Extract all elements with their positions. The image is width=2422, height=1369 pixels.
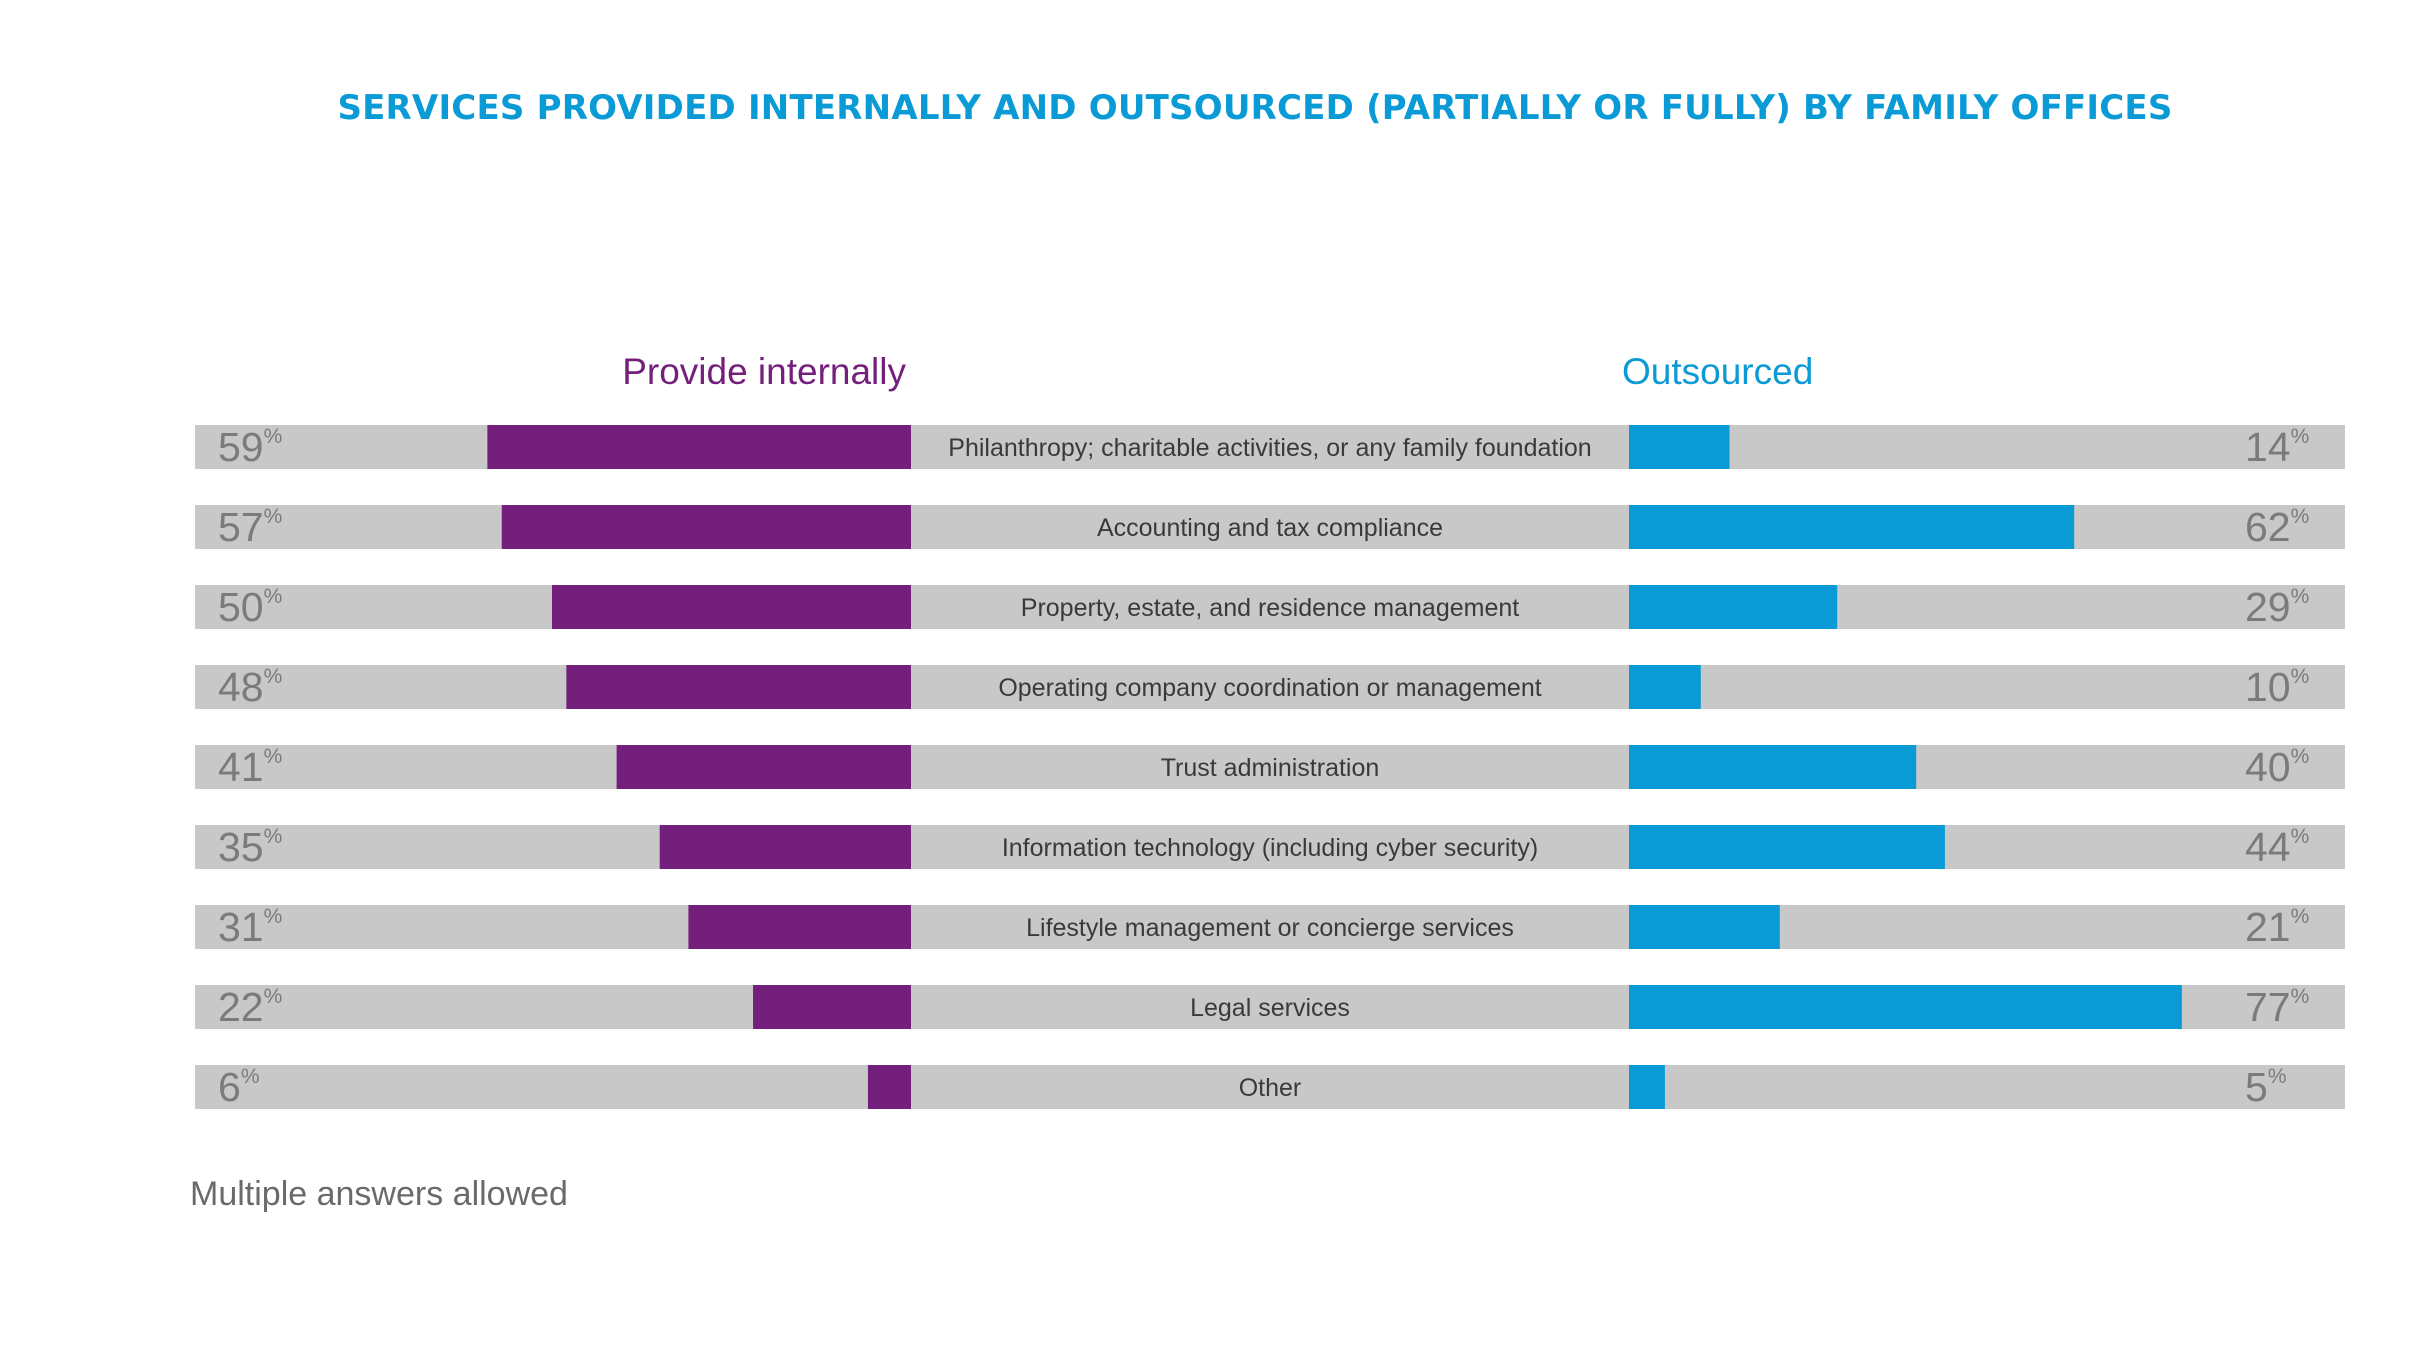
bar-outsourced (1629, 665, 1701, 709)
category-label: Operating company coordination or manage… (998, 674, 1541, 702)
category-label: Legal services (1190, 994, 1350, 1022)
bar-track (195, 745, 2345, 789)
chart-title: SERVICES PROVIDED INTERNALLY AND OUTSOUR… (337, 88, 2173, 128)
bar-internal (566, 665, 911, 709)
value-label-outsourced: 62% (2245, 504, 2309, 550)
bar-internal (501, 505, 911, 549)
category-label: Other (1239, 1074, 1302, 1102)
bar-internal (552, 585, 911, 629)
category-label: Information technology (including cyber … (1002, 834, 1538, 862)
bar-internal (753, 985, 911, 1029)
bar-track (195, 825, 2345, 869)
category-label: Accounting and tax compliance (1097, 514, 1443, 542)
bar-internal (616, 745, 911, 789)
bar-internal (867, 1065, 911, 1109)
bar-outsourced (1629, 745, 1917, 789)
value-label-outsourced: 29% (2245, 584, 2309, 630)
series-label-internal: Provide internally (622, 351, 906, 392)
bar-outsourced (1629, 985, 2182, 1029)
bar-outsourced (1629, 1065, 1665, 1109)
bar-internal (688, 905, 911, 949)
bar-outsourced (1629, 425, 1730, 469)
bar-track (195, 905, 2345, 949)
category-label: Property, estate, and residence manageme… (1021, 594, 1519, 622)
bar-internal (659, 825, 911, 869)
footnote: Multiple answers allowed (190, 1175, 568, 1213)
bar-internal (487, 425, 911, 469)
series-label-outsourced: Outsourced (1622, 351, 1814, 392)
category-label: Trust administration (1161, 754, 1380, 782)
bar-outsourced (1629, 505, 2075, 549)
bar-outsourced (1629, 905, 1780, 949)
category-label: Lifestyle management or concierge servic… (1026, 914, 1514, 942)
bar-track (195, 1065, 2345, 1109)
category-label: Philanthropy; charitable activities, or … (948, 434, 1591, 462)
bar-outsourced (1629, 585, 1838, 629)
bar-outsourced (1629, 825, 1945, 869)
bar-track (195, 665, 2345, 709)
